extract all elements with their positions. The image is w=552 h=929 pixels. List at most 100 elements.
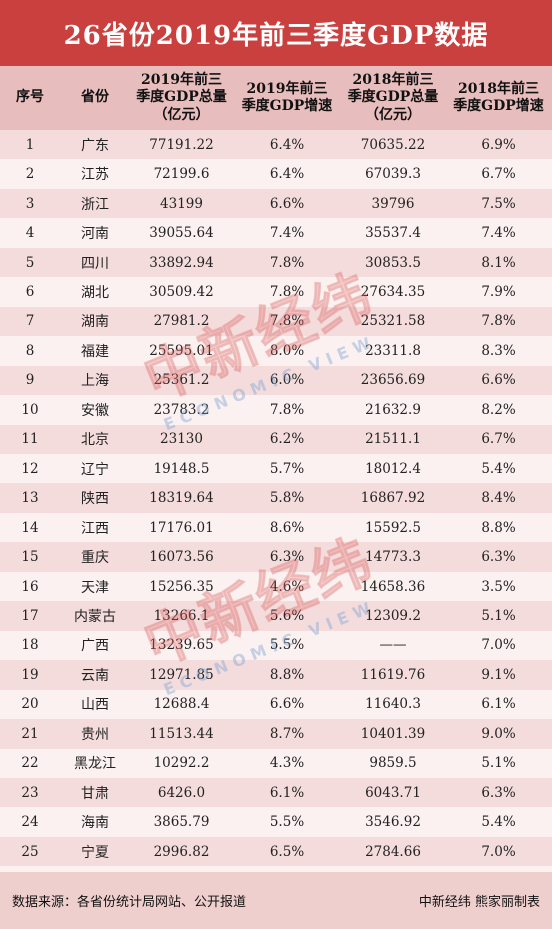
cell-growth-2019: 7.8% xyxy=(269,313,305,330)
table-row: 7 湖南 27981.2 7.8% 25321.58 7.8% xyxy=(0,306,552,337)
credit-note: 中新经纬 熊家丽制表 xyxy=(418,895,540,910)
table-row: 25 宁夏 2996.82 6.5% 2784.66 7.0% xyxy=(0,836,552,867)
cell-gdp-2019: 11513.44 xyxy=(149,725,214,742)
cell-growth-2019: 8.8% xyxy=(269,666,305,683)
footer: 数据来源：各省份统计局网站、公开报道 中新经纬 熊家丽制表 xyxy=(0,872,552,929)
cell-index: 19 xyxy=(21,666,39,683)
cell-index: 21 xyxy=(21,725,39,742)
cell-index: 22 xyxy=(21,755,39,772)
cell-gdp-2019: 23130 xyxy=(160,431,203,448)
cell-growth-2019: 6.0% xyxy=(269,372,305,389)
cell-index: 20 xyxy=(21,696,39,713)
cell-growth-2018: 9.1% xyxy=(481,666,516,683)
cell-index: 7 xyxy=(25,313,35,330)
cell-growth-2019: 7.4% xyxy=(269,225,305,242)
cell-gdp-2018: 14773.3 xyxy=(365,549,421,566)
cell-index: 11 xyxy=(21,431,39,448)
cell-gdp-2018: 27634.35 xyxy=(360,283,426,300)
cell-province: 山西 xyxy=(81,697,109,714)
cell-province: 安徽 xyxy=(81,402,109,419)
cell-gdp-2019: 77191.22 xyxy=(149,136,214,153)
cell-index: 17 xyxy=(21,607,39,624)
header-gdp-2018: 2018年前三 季度GDP总量 （亿元） xyxy=(347,71,439,123)
cell-gdp-2019: 2996.82 xyxy=(153,843,210,860)
cell-gdp-2018: —— xyxy=(379,637,407,654)
cell-gdp-2019: 12688.4 xyxy=(153,696,210,713)
cell-province: 陕西 xyxy=(81,491,109,508)
cell-index: 12 xyxy=(21,460,39,477)
cell-gdp-2019: 25361.2 xyxy=(153,372,210,389)
cell-growth-2019: 5.8% xyxy=(269,490,305,507)
cell-growth-2018: 7.4% xyxy=(481,225,516,242)
cell-growth-2018: 6.3% xyxy=(481,784,516,801)
cell-gdp-2019: 6426.0 xyxy=(157,784,206,801)
cell-growth-2019: 6.1% xyxy=(269,784,305,801)
table-row: 23 甘肃 6426.0 6.1% 6043.71 6.3% xyxy=(0,777,552,808)
table-row: 19 云南 12971.85 8.8% 11619.76 9.1% xyxy=(0,660,552,690)
cell-province: 湖北 xyxy=(81,284,109,301)
cell-growth-2018: 6.7% xyxy=(481,431,516,448)
table-row: 9 上海 25361.2 6.0% 23656.69 6.6% xyxy=(0,365,552,396)
cell-gdp-2019: 30509.42 xyxy=(149,283,214,300)
cell-growth-2019: 7.8% xyxy=(269,254,305,271)
cell-gdp-2018: 15592.5 xyxy=(365,519,421,536)
table-row: 18 广西 13239.65 5.5% —— 7.0% xyxy=(0,630,552,661)
cell-gdp-2018: 11619.76 xyxy=(360,666,426,683)
cell-gdp-2018: 21511.1 xyxy=(365,431,421,448)
table-row: 5 四川 33892.94 7.8% 30853.5 8.1% xyxy=(0,247,552,278)
cell-province: 江西 xyxy=(81,520,109,537)
cell-province: 河南 xyxy=(81,226,109,243)
cell-index: 16 xyxy=(21,578,39,595)
cell-index: 23 xyxy=(21,784,39,801)
cell-growth-2018: 6.6% xyxy=(481,372,516,389)
cell-growth-2019: 5.5% xyxy=(269,637,305,654)
data-source-note: 数据来源：各省份统计局网站、公开报道 xyxy=(12,895,247,910)
table-row: 12 辽宁 19148.5 5.7% 18012.4 5.4% xyxy=(0,453,552,484)
cell-province: 广东 xyxy=(81,137,109,154)
table-row: 15 重庆 16073.56 6.3% 14773.3 6.3% xyxy=(0,542,552,572)
table-row: 24 海南 3865.79 5.5% 3546.92 5.4% xyxy=(0,807,552,837)
cell-index: 10 xyxy=(21,401,39,418)
cell-growth-2019: 5.7% xyxy=(269,460,305,477)
cell-gdp-2019: 18319.64 xyxy=(149,490,214,507)
cell-growth-2018: 8.4% xyxy=(481,490,516,507)
header-growth-2019: 2019年前三 季度GDP增速 xyxy=(241,80,333,115)
page-title: 26省份2019年前三季度GDP数据 xyxy=(0,0,552,66)
header-gdp-2019: 2019年前三 季度GDP总量 （亿元） xyxy=(136,71,227,123)
cell-index: 9 xyxy=(25,372,35,389)
header-index: 序号 xyxy=(16,89,44,106)
cell-gdp-2018: 10401.39 xyxy=(360,725,426,742)
table-row: 13 陕西 18319.64 5.8% 16867.92 8.4% xyxy=(0,483,552,513)
cell-gdp-2018: 18012.4 xyxy=(365,460,421,477)
table-row: 4 河南 39055.64 7.4% 35537.4 7.4% xyxy=(0,218,552,248)
cell-growth-2018: 7.8% xyxy=(481,313,516,330)
cell-index: 4 xyxy=(25,225,35,242)
cell-growth-2018: 7.5% xyxy=(481,195,516,212)
cell-gdp-2018: 11640.3 xyxy=(365,696,421,713)
cell-growth-2019: 8.0% xyxy=(269,342,305,359)
cell-gdp-2019: 39055.64 xyxy=(149,225,214,242)
cell-index: 25 xyxy=(21,843,39,860)
cell-growth-2018: 8.8% xyxy=(481,519,516,536)
cell-index: 3 xyxy=(25,195,35,212)
cell-gdp-2019: 13239.65 xyxy=(149,637,214,654)
cell-growth-2019: 6.5% xyxy=(269,843,305,860)
table-row: 10 安徽 23783.2 7.8% 21632.9 8.2% xyxy=(0,395,552,425)
cell-growth-2019: 7.8% xyxy=(269,283,305,300)
cell-gdp-2018: 3546.92 xyxy=(365,814,421,831)
cell-province: 江苏 xyxy=(81,167,109,184)
header-growth-2018: 2018年前三 季度GDP增速 xyxy=(453,80,544,115)
cell-growth-2019: 6.6% xyxy=(269,696,305,713)
cell-growth-2018: 6.9% xyxy=(481,136,516,153)
cell-province: 黑龙江 xyxy=(74,756,116,773)
cell-gdp-2018: 23311.8 xyxy=(365,342,421,359)
cell-province: 北京 xyxy=(81,432,109,449)
cell-gdp-2018: 35537.4 xyxy=(365,225,421,242)
cell-province: 辽宁 xyxy=(81,461,109,478)
cell-province: 福建 xyxy=(81,343,109,360)
cell-growth-2019: 7.8% xyxy=(269,401,305,418)
cell-gdp-2019: 17176.01 xyxy=(149,519,214,536)
table-row: 16 天津 15256.35 4.6% 14658.36 3.5% xyxy=(0,571,552,602)
cell-gdp-2018: 2784.66 xyxy=(365,843,421,860)
cell-gdp-2019: 23783.2 xyxy=(153,401,210,418)
